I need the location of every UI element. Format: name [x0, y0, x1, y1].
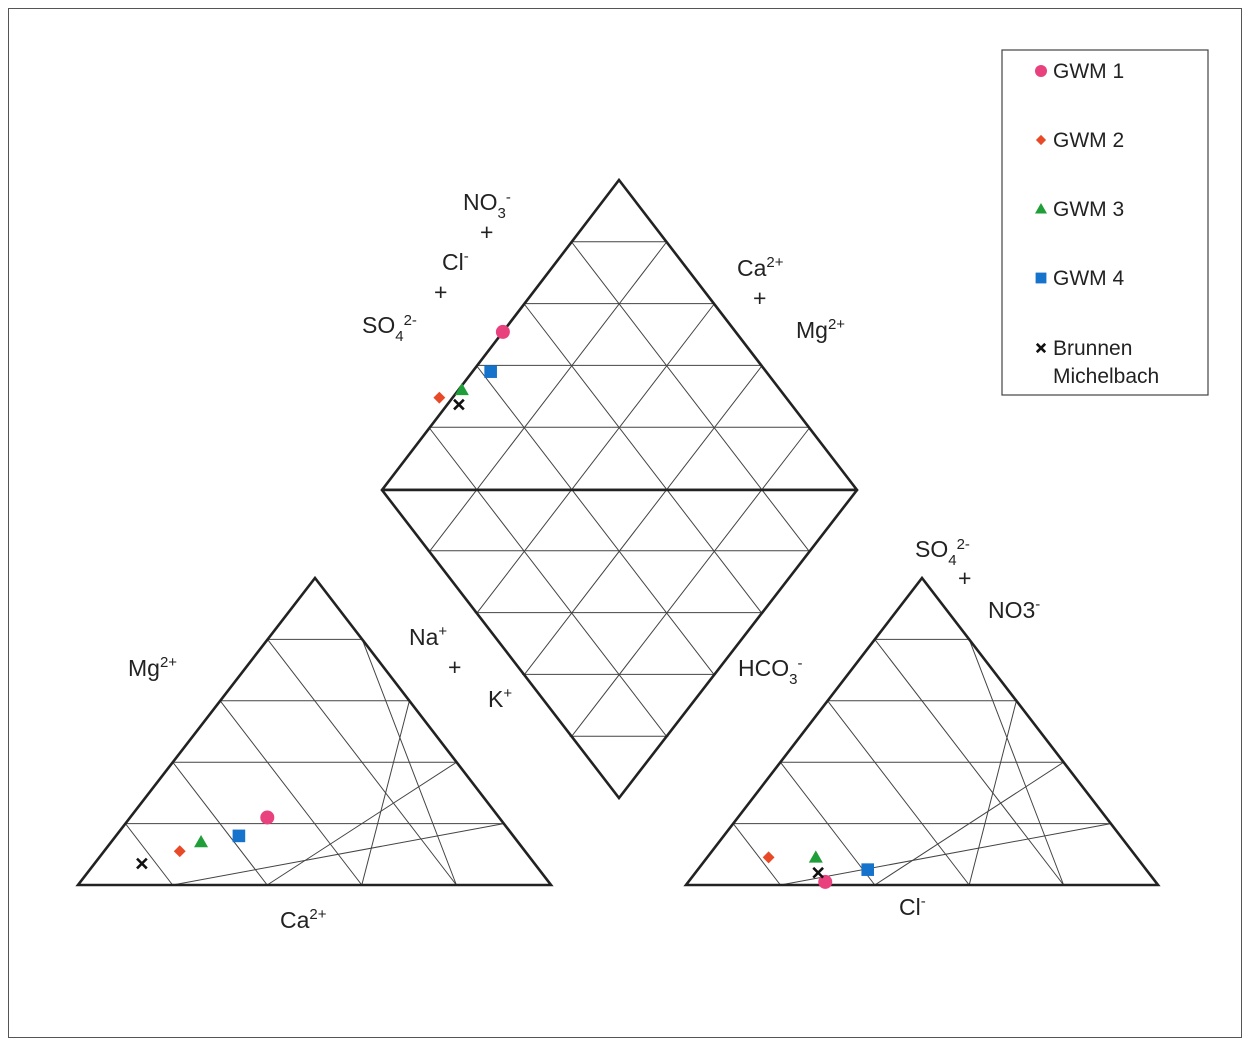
diamond-grid-b: [571, 427, 810, 737]
diamond-grid-a: [523, 303, 763, 614]
anion-label-cl: Cl-: [899, 893, 926, 920]
diamond-point-brunnen-michelbach: [453, 398, 465, 411]
cation-triangle-grid-r: [124, 823, 174, 886]
diamond-label-no3: NO3-: [463, 189, 511, 222]
cation-triangle-grid-l: [266, 761, 458, 886]
cation-triangle-grid-r: [172, 761, 268, 886]
legend-marker-circle: [1035, 65, 1047, 77]
cation-label-ca: Ca2+: [280, 906, 327, 933]
anion-label-no3: NO3-: [988, 596, 1040, 623]
anion-label-so4: SO42-: [915, 536, 970, 569]
anion-triangle-grid-r: [732, 823, 781, 886]
cation-point-gwm-4: [232, 829, 246, 843]
cation-triangle-grid-r: [219, 700, 363, 886]
anion-triangle-grid-l: [968, 638, 1065, 886]
diamond-grid-b: [428, 241, 668, 553]
diamond-label-mg: Mg2+: [796, 316, 845, 343]
diamond-label-ca: Ca2+: [737, 254, 784, 281]
cation-triangle-grid-l: [361, 638, 457, 886]
cation-triangle-grid-r: [267, 638, 457, 886]
diamond-grid-b: [523, 365, 763, 676]
diamond-label-so4: SO42-: [362, 312, 417, 345]
diamond-grid-b: [476, 303, 715, 614]
piper-diagram: NO3- + Cl- + SO42- Ca2+ + Mg2+ Na+ + K+ …: [75, 49, 1209, 933]
diamond-label-plus-1: +: [480, 219, 493, 245]
anion-point-gwm-4: [861, 863, 875, 876]
cation-point-gwm-2: [173, 845, 186, 858]
legend-label-gwm1: GWM 1: [1053, 60, 1124, 83]
legend-label-gwm4: GWM 4: [1053, 267, 1124, 290]
legend-label-gwm3: GWM 3: [1053, 198, 1124, 221]
cation-point-brunnen-michelbach: [136, 857, 148, 870]
diamond-grid-a: [476, 365, 715, 676]
diamond-label-na: Na+: [409, 623, 447, 650]
legend: GWM 1 GWM 2 GWM 3 GWM 4 Brunnen Michelba…: [1001, 49, 1209, 396]
diamond-grid-a: [428, 427, 668, 737]
grid-layer: [124, 241, 1112, 886]
anion-point-gwm-2: [762, 851, 775, 864]
anion-triangle-grid-r: [874, 638, 1065, 886]
legend-marker-diamond: [1035, 134, 1047, 146]
diamond-label-k: K+: [488, 685, 512, 712]
diamond-label-plus-2: +: [434, 279, 447, 305]
legend-marker-square: [1035, 272, 1047, 284]
legend-box: [1001, 49, 1209, 396]
anion-point-brunnen-michelbach: [812, 866, 824, 879]
anion-point-gwm-1: [818, 874, 833, 889]
legend-marker-triangle: [1035, 203, 1047, 214]
cation-point-gwm-1: [260, 810, 275, 825]
legend-label-michelbach: Michelbach: [1053, 365, 1159, 388]
diamond-point-gwm-4: [484, 365, 497, 378]
cation-point-gwm-3: [194, 835, 209, 848]
diamond-point-gwm-3: [454, 382, 469, 396]
anion-triangle-grid-r: [827, 700, 970, 886]
anion-triangle-outline: [683, 575, 1161, 887]
legend-markers: [1035, 65, 1047, 354]
diamond-label-plus-4: +: [448, 654, 461, 680]
diamond-point-gwm-1: [495, 324, 510, 339]
diamond-label-hco3: HCO3-: [738, 655, 802, 688]
cation-triangle-outline: [75, 575, 554, 887]
diamond-grid-a: [571, 241, 810, 553]
diamond-point-gwm-2: [433, 391, 446, 404]
anion-triangle-grid-r: [779, 761, 876, 886]
anion-label-plus: +: [958, 565, 971, 591]
anion-point-gwm-3: [808, 850, 823, 863]
legend-label-brunnen: Brunnen: [1053, 337, 1132, 360]
diamond-label-cl: Cl-: [442, 248, 469, 275]
legend-label-gwm2: GWM 2: [1053, 129, 1124, 152]
cation-label-mg: Mg2+: [128, 654, 177, 681]
sample-layer: [136, 324, 875, 889]
diamond-label-plus-3: +: [753, 285, 766, 311]
anion-triangle-grid-l: [874, 761, 1065, 886]
legend-marker-cross: [1035, 342, 1047, 354]
